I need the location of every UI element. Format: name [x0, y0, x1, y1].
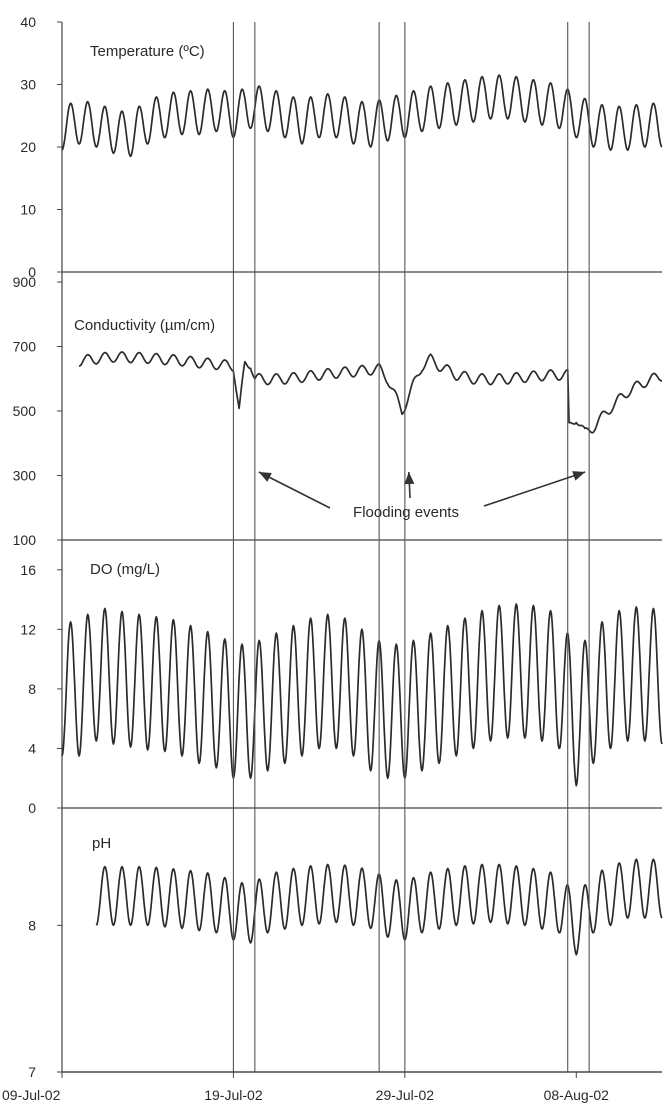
panel-title: Temperature (ºC) — [90, 43, 205, 60]
y-tick-label: 10 — [20, 202, 36, 218]
panel-title: DO (mg/L) — [90, 561, 160, 578]
x-tick-label: 09-Jul-02 — [2, 1087, 61, 1103]
event-markers — [232, 22, 590, 1072]
series-line-conductivity — [78, 351, 663, 434]
y-tick-label: 500 — [13, 403, 37, 419]
y-tick-label: 4 — [28, 740, 36, 756]
x-tick-label: 29-Jul-02 — [376, 1087, 435, 1103]
y-tick-label: 0 — [28, 264, 36, 280]
panel-temperature: 0 10 20 30 40 Temperature (ºC) — [20, 14, 663, 280]
flooding-annotation: Flooding events — [258, 471, 586, 521]
y-tick-label: 16 — [20, 562, 36, 578]
series-line-do — [61, 603, 663, 787]
y-tick-label: 300 — [13, 468, 37, 484]
y-tick-label: 700 — [13, 339, 37, 355]
y-tick-label: 8 — [28, 681, 36, 697]
annotation-text: Flooding events — [353, 504, 459, 521]
y-tick-label: 40 — [20, 14, 36, 30]
annotation-arrow — [483, 471, 586, 507]
y-tick-label: 20 — [20, 139, 36, 155]
x-tick-label: 08-Aug-02 — [544, 1087, 610, 1103]
y-tick-label: 100 — [13, 532, 37, 548]
annotation-arrowhead — [258, 472, 272, 482]
panel-conductivity: 100 300 500 700 900 Conductivity (µm/cm) — [13, 274, 663, 548]
annotation-arrowhead — [404, 472, 415, 485]
x-tick-label: 19-Jul-02 — [204, 1087, 263, 1103]
x-axis: 09-Jul-02 19-Jul-02 29-Jul-02 08-Aug-02 — [2, 1071, 662, 1103]
panel-ph: 7 8 pH — [28, 835, 663, 1080]
y-tick-label: 8 — [28, 917, 36, 933]
y-tick-label: 0 — [28, 800, 36, 816]
annotation-arrow — [258, 471, 331, 509]
panel-title: Conductivity (µm/cm) — [74, 317, 215, 334]
panel-do: 0 4 8 12 16 DO (mg/L) — [20, 561, 663, 816]
annotation-arrowhead — [572, 471, 586, 481]
y-tick-label: 12 — [20, 621, 36, 637]
y-tick-label: 30 — [20, 77, 36, 93]
series-line-temperature — [61, 74, 663, 158]
panel-title: pH — [92, 835, 111, 852]
y-tick-label: 900 — [13, 274, 37, 290]
y-tick-label: 7 — [28, 1064, 36, 1080]
